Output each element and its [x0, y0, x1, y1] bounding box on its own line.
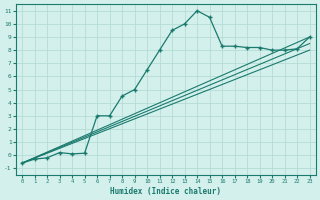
X-axis label: Humidex (Indice chaleur): Humidex (Indice chaleur) [110, 187, 221, 196]
